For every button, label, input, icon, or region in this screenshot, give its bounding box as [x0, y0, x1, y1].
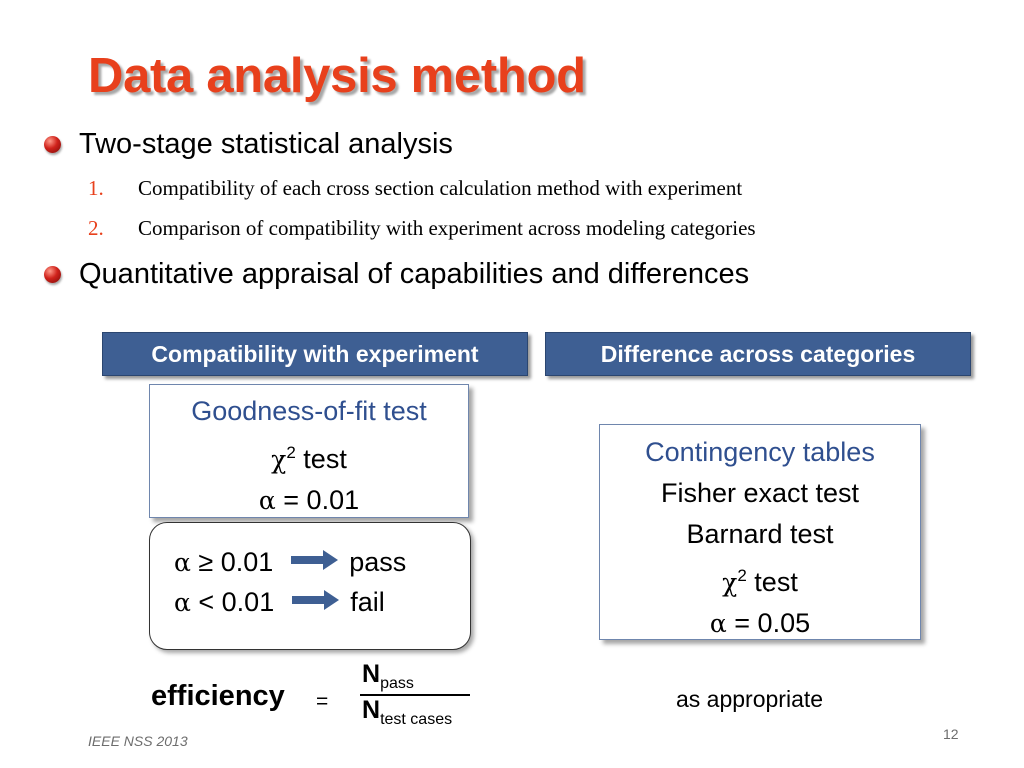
compatibility-header: Compatibility with experiment — [102, 332, 528, 376]
sub-item-number: 1. — [88, 176, 104, 200]
sub-item-text: Compatibility of each cross section calc… — [138, 176, 743, 200]
fail-condition: α < 0.01 fail — [174, 587, 385, 618]
bullet-item: Two-stage statistical analysis — [44, 128, 453, 161]
fraction-denominator: Ntest cases — [362, 696, 453, 728]
chi-square-line: χ2 test — [271, 443, 347, 474]
right-arrow-icon — [292, 587, 340, 618]
contingency-panel: Contingency tables Fisher exact test Bar… — [599, 424, 921, 640]
sub-item: 1. Compatibility of each cross section ca… — [88, 176, 742, 201]
bullet-item: Quantitative appraisal of capabilities a… — [44, 258, 749, 291]
difference-header: Difference across categories — [545, 332, 971, 376]
right-arrow-icon — [291, 547, 339, 578]
pass-label: pass — [349, 547, 407, 577]
sub-item-number: 2. — [88, 216, 104, 240]
slide-title: Data analysis method — [88, 49, 586, 103]
equals-sign: = — [316, 690, 329, 713]
alpha-line: α = 0.05 — [709, 608, 811, 638]
as-appropriate-note: as appropriate — [676, 686, 824, 712]
bullet-text: Quantitative appraisal of capabilities a… — [79, 258, 750, 290]
bullet-dot-icon — [44, 266, 61, 283]
bullet-dot-icon — [44, 136, 61, 153]
page-number: 12 — [943, 726, 959, 742]
chi-square-line: χ2 test — [722, 566, 798, 597]
panel-title: Goodness-of-fit test — [191, 396, 427, 426]
pass-condition: α ≥ 0.01 pass — [174, 547, 407, 578]
fisher-line: Fisher exact test — [660, 478, 860, 508]
sub-item: 2. Comparison of compatibility with exper… — [88, 216, 756, 241]
goodness-of-fit-panel: Goodness-of-fit test χ2 test α = 0.01 — [149, 384, 469, 518]
bullet-text: Two-stage statistical analysis — [79, 128, 453, 160]
fail-label: fail — [350, 587, 385, 617]
fraction-bar — [360, 694, 470, 696]
pass-fail-box: α ≥ 0.01 pass α < 0.01 fail — [149, 522, 471, 650]
barnard-line: Barnard test — [686, 519, 834, 549]
efficiency-label: efficiency — [151, 680, 285, 712]
footer-text: IEEE NSS 2013 — [88, 733, 188, 749]
alpha-line: α = 0.01 — [258, 485, 360, 515]
panel-title: Contingency tables — [645, 437, 875, 467]
fraction-numerator: Npass — [362, 660, 414, 692]
sub-item-text: Comparison of compatibility with experim… — [138, 216, 756, 240]
